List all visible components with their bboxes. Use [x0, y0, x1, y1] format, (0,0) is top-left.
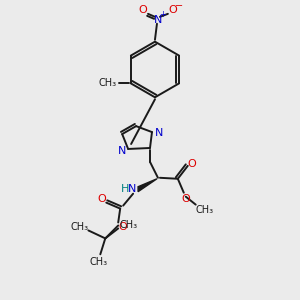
Text: CH₃: CH₃ — [89, 257, 107, 267]
Text: +: + — [160, 10, 167, 19]
Text: O: O — [119, 223, 128, 232]
Text: N: N — [128, 184, 136, 194]
Text: CH₃: CH₃ — [119, 220, 137, 230]
Polygon shape — [138, 179, 157, 192]
Text: CH₃: CH₃ — [99, 78, 117, 88]
Text: CH₃: CH₃ — [196, 205, 214, 214]
Text: CH₃: CH₃ — [70, 223, 88, 232]
Text: O: O — [169, 5, 177, 15]
Text: N: N — [154, 15, 162, 25]
Text: O: O — [97, 194, 106, 204]
Text: −: − — [175, 1, 183, 11]
Text: O: O — [188, 159, 196, 169]
Text: H: H — [121, 184, 129, 194]
Text: O: O — [139, 5, 147, 15]
Text: N: N — [118, 146, 126, 156]
Text: O: O — [182, 194, 190, 204]
Text: N: N — [155, 128, 163, 138]
